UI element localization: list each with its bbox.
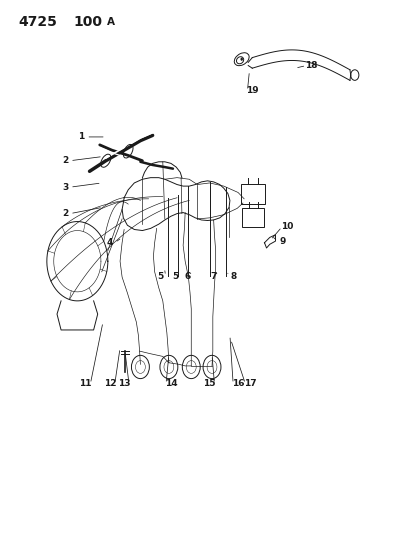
Text: 7: 7 [210, 271, 217, 280]
Circle shape [240, 58, 243, 61]
Text: 19: 19 [246, 86, 259, 95]
Text: 11: 11 [79, 379, 92, 389]
Text: 1: 1 [78, 132, 85, 141]
Text: 4725: 4725 [18, 15, 57, 29]
Bar [242, 208, 265, 227]
Text: 14: 14 [165, 379, 177, 389]
Text: 9: 9 [279, 237, 286, 246]
Text: 4: 4 [107, 238, 113, 247]
Text: 6: 6 [184, 271, 190, 280]
Text: 5: 5 [172, 271, 178, 280]
Text: 13: 13 [118, 379, 130, 389]
Text: 10: 10 [281, 222, 293, 231]
Text: 12: 12 [104, 379, 116, 389]
Text: 2: 2 [62, 156, 68, 165]
Text: 100: 100 [73, 15, 102, 29]
Text: 17: 17 [244, 379, 256, 389]
Text: 3: 3 [62, 183, 68, 192]
Text: 5: 5 [158, 271, 164, 280]
Text: 16: 16 [232, 379, 244, 389]
Bar [241, 184, 265, 204]
Text: 8: 8 [231, 271, 237, 280]
Text: 2: 2 [62, 209, 68, 218]
Text: A: A [107, 17, 115, 27]
Text: 18: 18 [305, 61, 318, 70]
Text: 15: 15 [203, 379, 216, 389]
